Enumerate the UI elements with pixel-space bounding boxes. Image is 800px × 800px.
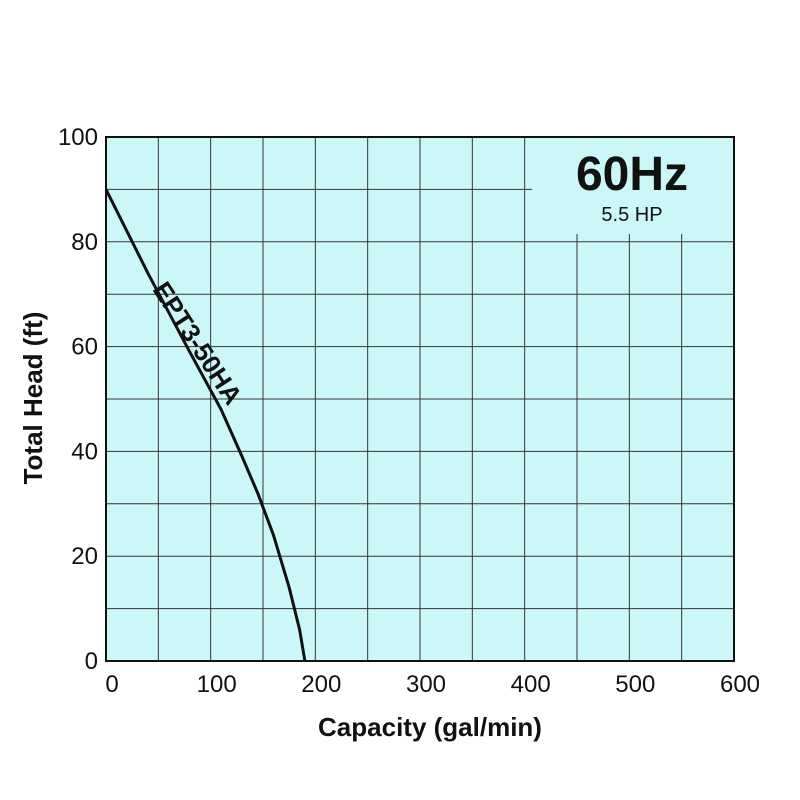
x-axis-title: Capacity (gal/min) [318,712,542,742]
x-tick-label: 0 [105,671,118,698]
x-tick-labels: 0 100 200 300 400 500 600 [105,671,760,698]
curve-line [104,188,307,662]
curves [104,188,307,662]
x-tick-label: 500 [615,671,655,698]
grid-lines [106,137,734,661]
y-tick-label: 60 [71,334,98,361]
y-tick-label: 20 [71,543,98,570]
plot-frame [105,136,735,662]
annotation-background [532,138,733,234]
y-axis-title: Total Head (ft) [18,312,48,485]
y-tick-label: 40 [71,438,98,465]
x-tick-label: 400 [511,671,551,698]
y-tick-label: 80 [71,229,98,256]
frequency-label: 60Hz [576,148,688,201]
x-tick-label: 600 [720,671,760,698]
x-tick-label: 300 [406,671,446,698]
x-tick-label: 100 [197,671,237,698]
horsepower-label: 5.5 HP [601,204,662,226]
x-tick-label: 200 [301,671,341,698]
y-tick-label: 0 [85,648,98,675]
y-tick-label: 100 [58,124,98,151]
y-tick-labels: 0 20 40 60 80 100 [58,124,98,675]
